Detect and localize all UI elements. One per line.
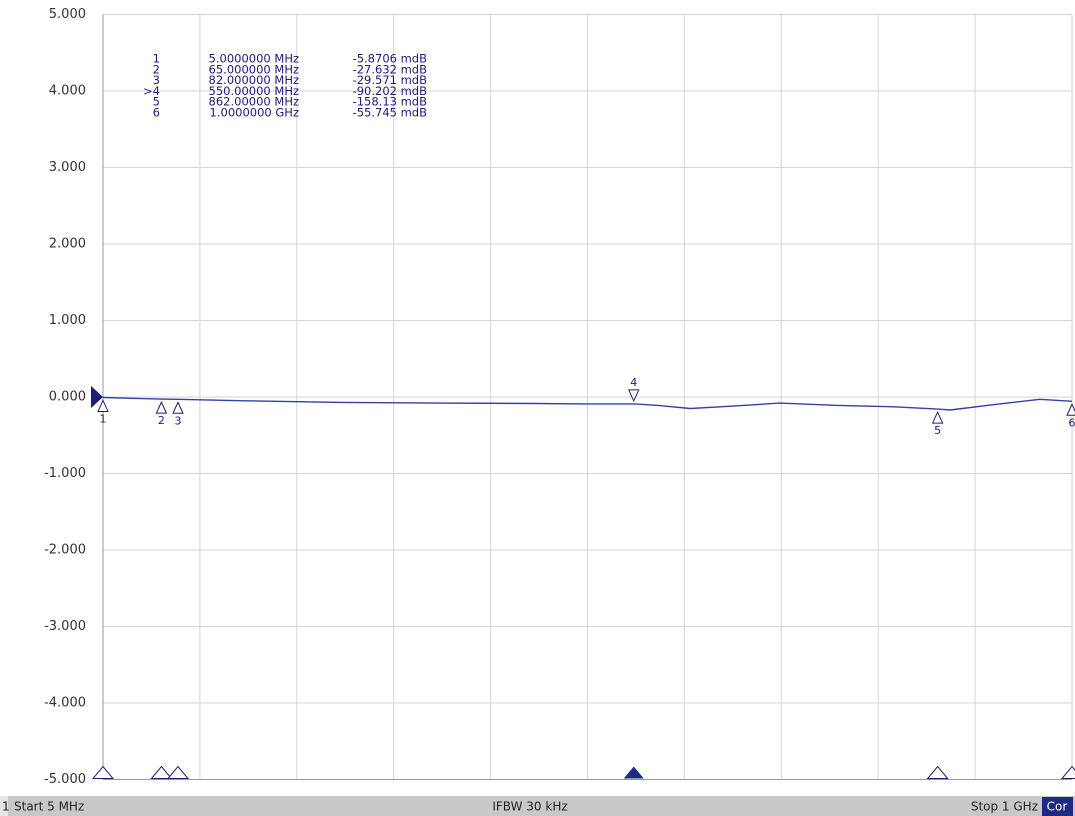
stimulus-marker bbox=[1060, 765, 1075, 779]
marker-triangle bbox=[155, 400, 168, 414]
marker-stimulus: 550.00000 MHz bbox=[209, 84, 299, 98]
marker-triangle bbox=[931, 410, 944, 424]
y-tick-label: -4.000 bbox=[44, 696, 86, 711]
y-tick-label: 0.000 bbox=[49, 390, 86, 405]
marker-label: 4 bbox=[630, 376, 637, 389]
marker-id: 5 bbox=[153, 95, 160, 109]
reference-arrow bbox=[91, 386, 103, 408]
y-tick-label: 2.000 bbox=[49, 237, 86, 252]
y-tick-label: -5.000 bbox=[44, 772, 86, 787]
y-tick-label: 1.000 bbox=[49, 313, 86, 328]
marker-triangle bbox=[97, 399, 109, 412]
marker-label: 3 bbox=[174, 414, 181, 427]
marker-response: -27.632 mdB bbox=[353, 62, 428, 76]
marker-id: 2 bbox=[153, 62, 160, 76]
y-tick-label: -3.000 bbox=[44, 619, 86, 634]
marker-response: -158.13 mdB bbox=[353, 95, 428, 109]
marker-stimulus: 862.00000 MHz bbox=[209, 95, 299, 109]
marker-label: 5 bbox=[934, 424, 941, 437]
stimulus-marker bbox=[623, 766, 644, 779]
marker-stimulus: 82.000000 MHz bbox=[209, 73, 299, 87]
marker-label: 6 bbox=[1069, 416, 1075, 429]
marker-response: -5.8706 mdB bbox=[353, 52, 428, 66]
cor-box bbox=[1042, 797, 1073, 816]
channel-box bbox=[0, 796, 8, 816]
marker-stimulus: 5.0000000 MHz bbox=[209, 52, 299, 66]
stimulus-marker bbox=[926, 765, 949, 779]
marker-id: >4 bbox=[143, 84, 160, 98]
status-bar bbox=[0, 796, 1075, 816]
stimulus-marker bbox=[150, 765, 173, 779]
stimulus-marker bbox=[91, 765, 115, 779]
start-label: Start 5 MHz bbox=[14, 800, 84, 814]
stimulus-marker bbox=[166, 765, 190, 779]
ifbw-label: IFBW 30 kHz bbox=[492, 800, 567, 814]
y-tick-label: 3.000 bbox=[49, 160, 86, 175]
y-tick-label: -1.000 bbox=[44, 466, 86, 481]
y-tick-label: 5.000 bbox=[49, 7, 86, 22]
y-tick-label: 4.000 bbox=[49, 84, 86, 99]
stop-label: Stop 1 GHz bbox=[971, 800, 1038, 814]
marker-label: 1 bbox=[100, 412, 107, 425]
channel-label: 1 bbox=[2, 800, 10, 814]
marker-response: -90.202 mdB bbox=[353, 84, 428, 98]
marker-triangle bbox=[172, 401, 184, 414]
marker-stimulus: 65.000000 MHz bbox=[209, 62, 299, 76]
marker-stimulus: 1.0000000 GHz bbox=[210, 106, 299, 120]
marker-id: 1 bbox=[153, 52, 160, 66]
marker-triangle bbox=[627, 389, 640, 403]
y-tick-label: -2.000 bbox=[44, 543, 86, 558]
marker-response: -29.571 mdB bbox=[353, 73, 428, 87]
marker-response: -55.745 mdB bbox=[353, 106, 428, 120]
grid bbox=[102, 14, 1073, 780]
marker-label: 2 bbox=[158, 414, 165, 427]
marker-id: 6 bbox=[153, 106, 160, 120]
marker-id: 3 bbox=[153, 73, 160, 87]
cor-label: Cor bbox=[1047, 800, 1068, 814]
trace bbox=[102, 396, 1073, 411]
